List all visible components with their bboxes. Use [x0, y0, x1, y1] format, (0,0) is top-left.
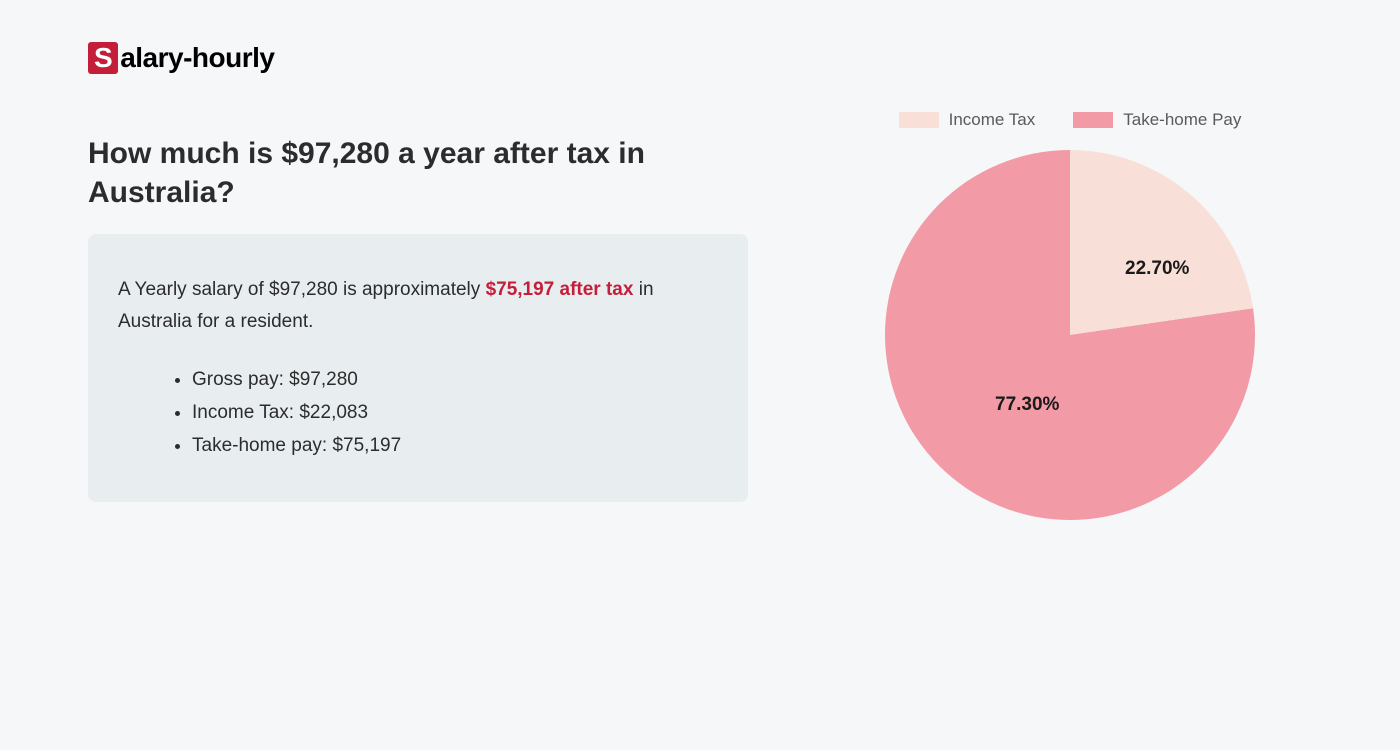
legend-swatch — [899, 112, 939, 128]
site-logo: Salary-hourly — [88, 42, 274, 74]
legend-swatch — [1073, 112, 1113, 128]
pie-wrap: 22.70% 77.30% — [885, 150, 1255, 520]
logo-rest: alary-hourly — [120, 42, 274, 73]
summary-highlight: $75,197 after tax — [486, 279, 634, 300]
legend-label: Take-home Pay — [1123, 110, 1241, 130]
legend-item-take-home: Take-home Pay — [1073, 110, 1241, 130]
slice-label-take-home: 77.30% — [995, 394, 1059, 416]
legend-item-income-tax: Income Tax — [899, 110, 1036, 130]
legend-label: Income Tax — [949, 110, 1036, 130]
pie-chart: Income Tax Take-home Pay 22.70% 77.30% — [830, 110, 1310, 520]
logo-box-letter: S — [88, 42, 118, 74]
chart-legend: Income Tax Take-home Pay — [830, 110, 1310, 130]
summary-box: A Yearly salary of $97,280 is approximat… — [88, 234, 748, 502]
summary-text: A Yearly salary of $97,280 is approximat… — [118, 274, 718, 339]
summary-list: Gross pay: $97,280 Income Tax: $22,083 T… — [118, 363, 718, 463]
list-item: Gross pay: $97,280 — [192, 363, 718, 396]
page-title: How much is $97,280 a year after tax in … — [88, 134, 708, 212]
list-item: Income Tax: $22,083 — [192, 396, 718, 429]
pie-graphic — [885, 150, 1255, 520]
slice-label-income-tax: 22.70% — [1125, 258, 1189, 280]
summary-text-before: A Yearly salary of $97,280 is approximat… — [118, 279, 486, 300]
list-item: Take-home pay: $75,197 — [192, 429, 718, 462]
